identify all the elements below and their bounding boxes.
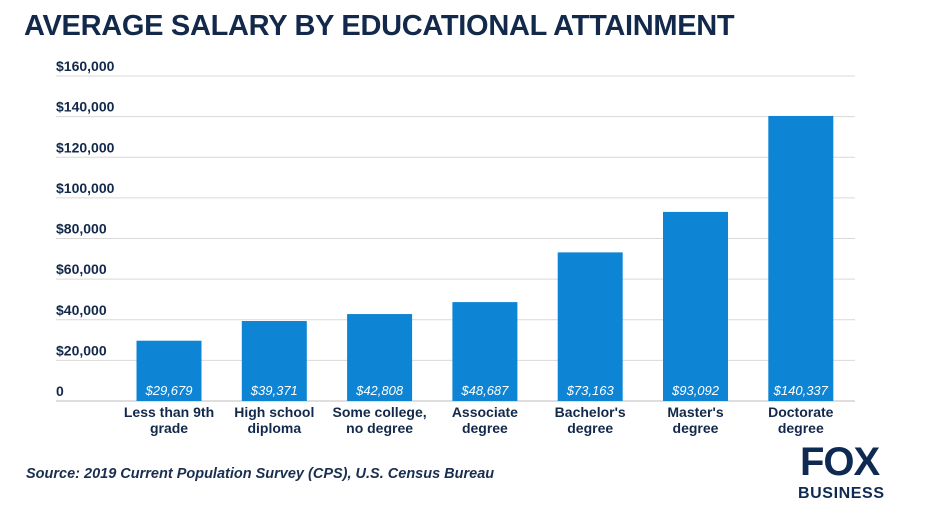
y-tick-label: $80,000 (56, 221, 107, 237)
chart-title: AVERAGE SALARY BY EDUCATIONAL ATTAINMENT (24, 10, 735, 42)
x-category-label: degree (567, 420, 613, 436)
y-tick-label: 0 (56, 383, 64, 399)
x-category-label: no degree (346, 420, 413, 436)
y-tick-label: $20,000 (56, 342, 107, 358)
bar-value-label: $29,679 (145, 383, 193, 398)
x-category-label: Less than 9th (124, 404, 214, 420)
x-category-label: Bachelor's (555, 404, 626, 420)
bar-value-label: $140,337 (773, 383, 829, 398)
bar (136, 340, 202, 401)
logo-business-text: BUSINESS (798, 485, 885, 502)
y-tick-label: $40,000 (56, 302, 107, 318)
y-tick-label: $140,000 (56, 99, 115, 115)
bar-value-label: $93,092 (671, 383, 720, 398)
y-tick-label: $160,000 (56, 58, 115, 74)
source-note: Source: 2019 Current Population Survey (… (26, 466, 495, 482)
x-category-label: diploma (247, 420, 301, 436)
x-category-label: High school (234, 404, 314, 420)
x-category-label: Some college, (333, 404, 427, 420)
bar (768, 115, 834, 402)
bar-value-label: $42,808 (355, 383, 404, 398)
bar (347, 314, 413, 401)
bar (557, 252, 623, 401)
bar-value-label: $73,163 (566, 383, 615, 398)
bar-value-label: $48,687 (460, 383, 509, 398)
logo-fox-text: FOX (800, 440, 880, 484)
bar (663, 211, 728, 401)
fox-business-logo: FOX BUSINESS (798, 442, 910, 508)
y-tick-label: $60,000 (56, 261, 107, 277)
bar-value-label: $39,371 (250, 383, 298, 398)
x-category-label: Master's (667, 404, 723, 420)
x-category-label: grade (150, 420, 188, 436)
x-category-label: Associate (452, 404, 518, 420)
x-category-label: degree (673, 420, 719, 436)
x-category-label: degree (462, 420, 508, 436)
x-category-label: degree (778, 420, 824, 436)
bar (452, 302, 518, 401)
y-tick-label: $120,000 (56, 139, 115, 155)
y-tick-label: $100,000 (56, 180, 115, 196)
bar (241, 321, 307, 401)
x-category-label: Doctorate (768, 404, 834, 420)
